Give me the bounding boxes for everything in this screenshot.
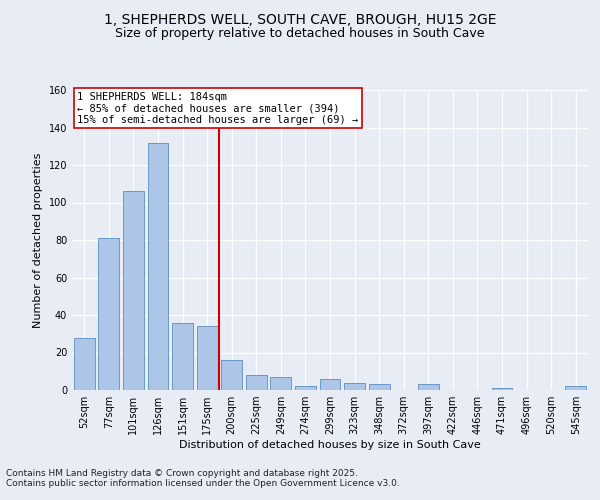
Text: Size of property relative to detached houses in South Cave: Size of property relative to detached ho… (115, 28, 485, 40)
Bar (295, 386, 316, 390)
Bar (418, 384, 439, 390)
Text: 1 SHEPHERDS WELL: 184sqm
← 85% of detached houses are smaller (394)
15% of semi-: 1 SHEPHERDS WELL: 184sqm ← 85% of detach… (77, 92, 358, 124)
Bar (368, 384, 389, 390)
Bar (344, 382, 365, 390)
Bar (320, 379, 340, 390)
Bar (271, 377, 292, 390)
Text: Contains HM Land Registry data © Crown copyright and database right 2025.: Contains HM Land Registry data © Crown c… (6, 468, 358, 477)
Bar (565, 386, 586, 390)
Bar (246, 375, 267, 390)
Bar (221, 360, 242, 390)
Y-axis label: Number of detached properties: Number of detached properties (33, 152, 43, 328)
Bar (148, 142, 169, 390)
Bar (172, 322, 193, 390)
Bar (98, 238, 119, 390)
Bar (197, 326, 218, 390)
Bar (491, 388, 512, 390)
Text: Contains public sector information licensed under the Open Government Licence v3: Contains public sector information licen… (6, 478, 400, 488)
Bar (74, 338, 95, 390)
Bar (123, 191, 144, 390)
X-axis label: Distribution of detached houses by size in South Cave: Distribution of detached houses by size … (179, 440, 481, 450)
Text: 1, SHEPHERDS WELL, SOUTH CAVE, BROUGH, HU15 2GE: 1, SHEPHERDS WELL, SOUTH CAVE, BROUGH, H… (104, 12, 496, 26)
